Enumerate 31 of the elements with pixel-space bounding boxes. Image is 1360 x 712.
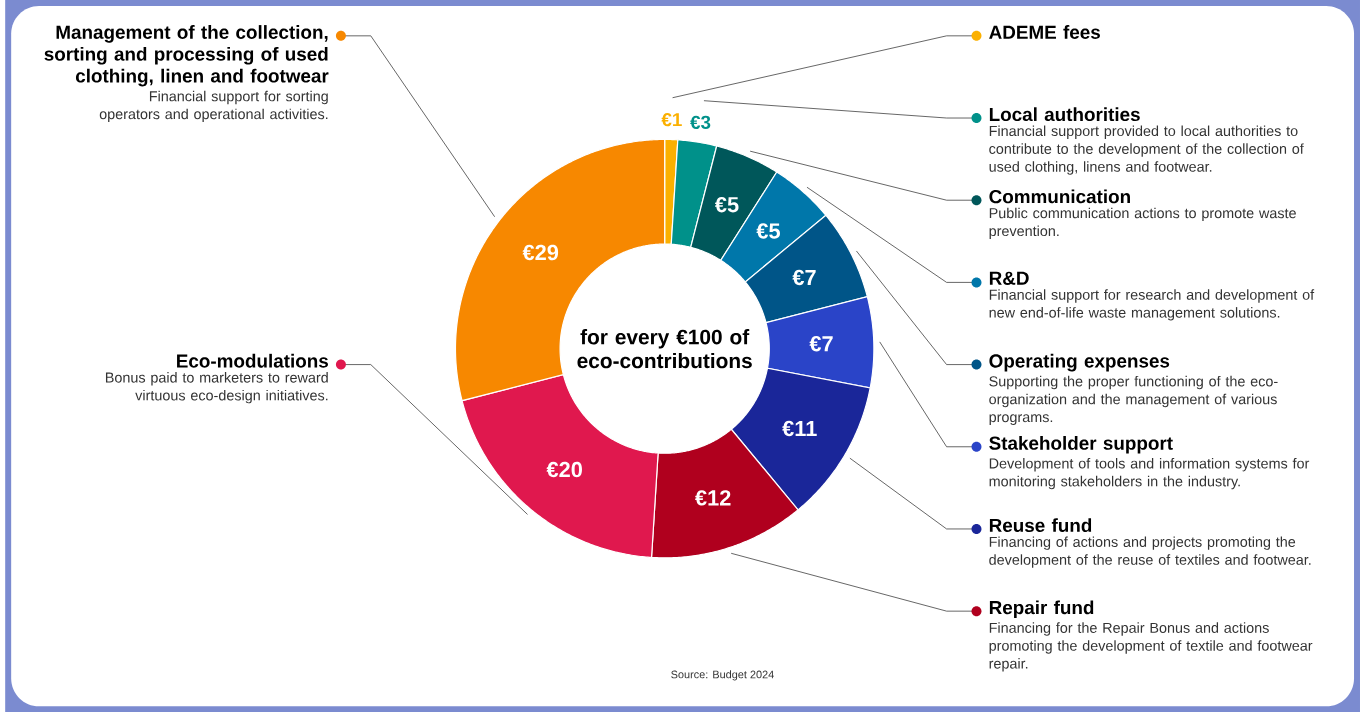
source-note: Source: Budget 2024 [671,670,774,681]
text: Supporting the proper functioning of the eco-organization and the management of various programs. [989,375,1278,425]
text: Financial support for sorting operators and operational activities. [99,90,328,122]
text: Financial support for research and development of new end-of-life waste management solutions. [989,289,1315,321]
legend-label: Local authorities [989,107,1140,121]
data-label: €7 [792,269,816,286]
data-label: €7 [809,335,833,352]
legend-label: ADEME fees [989,24,1100,39]
text: Public communication actions to promote waste prevention. [989,207,1296,239]
data-label: €29 [522,244,559,261]
text: Bonus paid to marketers to reward virtuous eco-design initiatives. [105,371,328,404]
data-label: €5 [756,223,780,239]
slice-label: Eco-modulations [177,353,328,368]
legend-label: Operating expenses [989,353,1170,372]
text: Financial support provided to local authorities to contribute to the development of the collection of used clothing, linens and footwear. [989,125,1304,175]
data-label: €11 [782,420,817,437]
legend-label: Reuse fund [989,518,1092,532]
legend-label: Stakeholder support [989,435,1173,454]
data-label: €20 [546,461,582,478]
slice-label: Management of the collection, sorting and processing of used clothing, linen and footwear [44,24,329,87]
text: Financing for the Repair Bonus and actions promoting the development of textile and footwear repair. [989,622,1313,672]
data-label: €3 [690,115,711,129]
text: Development of tools and information systems for monitoring stakeholders in the industry. [989,457,1310,490]
text: Financing of actions and projects promoting the development of the reuse of textiles and footwear. [989,536,1311,568]
legend-label: Communication [989,189,1130,204]
data-label: €1 [661,112,682,127]
text: for every €100 of eco-contributions [577,328,752,369]
legend-label: R&D [989,271,1029,285]
data-label: €12 [695,490,731,506]
data-label: €5 [714,196,739,213]
legend-label: Repair fund [989,600,1094,618]
